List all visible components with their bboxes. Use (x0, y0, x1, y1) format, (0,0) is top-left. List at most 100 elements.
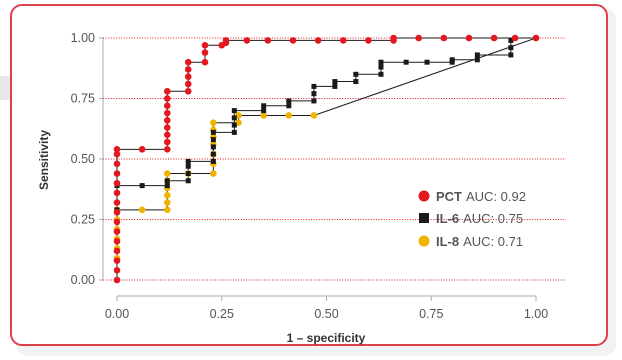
y-tick-label: 0.25 (71, 213, 95, 227)
data-point-pct (163, 124, 171, 131)
legend-marker-il-8 (418, 235, 430, 247)
data-point-il-8 (210, 119, 217, 126)
data-point-il-6 (139, 183, 145, 189)
data-point-il-6 (378, 64, 384, 70)
data-point-il-6 (508, 45, 514, 51)
data-point-pct (113, 276, 121, 284)
data-point-pct (113, 208, 121, 216)
data-point-il-8 (210, 170, 217, 177)
data-point-il-8 (138, 206, 146, 214)
data-point-pct (163, 146, 171, 153)
data-point-pct (163, 109, 171, 117)
data-point-pct (113, 199, 121, 206)
data-point-il-6 (231, 122, 237, 128)
data-point-il-8 (235, 112, 242, 119)
data-point-pct (289, 37, 297, 44)
y-tick-label: 0.75 (71, 92, 95, 106)
y-tick-label: 0.00 (71, 273, 95, 287)
data-point-pct (184, 66, 192, 73)
data-point-pct (113, 150, 121, 158)
data-point-pct (113, 189, 121, 197)
legend: PCT AUC: 0.92 IL-6 AUC: 0.75 IL-8 AUC: 0.71 (418, 189, 526, 249)
x-tick-label: 1.00 (524, 307, 548, 321)
data-point-pct (201, 58, 209, 66)
data-point-pct (490, 34, 498, 42)
data-point-il-6 (164, 178, 170, 184)
data-point-il-8 (285, 112, 293, 119)
series-layer (113, 34, 540, 284)
data-point-il-6 (185, 158, 191, 164)
data-point-il-6 (210, 129, 216, 135)
data-point-il-6 (210, 151, 216, 157)
data-point-il-8 (163, 199, 171, 206)
data-point-il-6 (185, 178, 191, 184)
data-point-pct (113, 247, 121, 255)
data-point-pct (113, 170, 121, 177)
data-point-pct (184, 58, 192, 66)
data-point-pct (113, 146, 121, 153)
data-point-il-8 (163, 192, 171, 199)
legend-label-il-8: IL-8 AUC: 0.71 (436, 234, 523, 249)
legend-auc-value: AUC: 0.75 (463, 211, 523, 226)
data-point-pct (465, 34, 473, 42)
data-point-pct (113, 218, 121, 226)
data-point-pct (184, 73, 192, 81)
data-point-pct (339, 37, 347, 44)
data-point-il-6 (311, 98, 317, 104)
data-point-il-6 (474, 57, 480, 63)
data-point-pct (113, 160, 121, 168)
data-point-pct (415, 34, 422, 42)
x-tick-label: 0.75 (419, 307, 443, 321)
data-point-il-6 (508, 52, 514, 58)
legend-label-pct: PCT AUC: 0.92 (436, 189, 526, 204)
data-point-pct (113, 237, 121, 245)
data-point-pct (184, 80, 192, 88)
data-point-pct (163, 116, 171, 124)
legend-series-name: IL-8 (436, 234, 459, 249)
data-point-il-6 (424, 59, 430, 65)
data-point-pct (138, 146, 146, 153)
legend-marker-pct (418, 190, 430, 202)
data-point-il-6 (210, 137, 216, 143)
data-point-il-6 (261, 108, 267, 114)
legend-label-il-6: IL-6 AUC: 0.75 (436, 211, 523, 226)
data-point-pct (184, 87, 192, 95)
data-point-pct (222, 37, 230, 44)
data-point-il-6 (261, 103, 267, 109)
data-point-pct (163, 138, 171, 146)
data-point-il-6 (378, 71, 384, 77)
x-tick-label: 0.00 (105, 307, 129, 321)
data-point-il-6 (403, 59, 409, 65)
data-point-pct (314, 37, 322, 44)
y-tick-label: 0.50 (71, 152, 95, 166)
y-axis-title: Sensitivity (37, 130, 51, 190)
data-point-il-8 (260, 112, 267, 119)
data-point-pct (201, 49, 209, 56)
x-tick-label: 0.25 (210, 307, 234, 321)
data-point-il-6 (286, 98, 292, 104)
x-tick-label: 0.50 (314, 307, 338, 321)
data-point-pct (113, 257, 121, 264)
data-point-il-6 (164, 183, 170, 189)
axes: 0.00 0.25 0.50 0.75 1.00 0.00 0.25 0.50 0.75 1.00 (71, 31, 549, 321)
legend-marker-il-6 (419, 213, 429, 223)
data-point-il-6 (231, 108, 237, 114)
chart-panel (10, 4, 608, 346)
data-point-pct (113, 267, 121, 274)
data-point-il-8 (310, 112, 318, 119)
data-point-il-6 (231, 115, 237, 121)
data-point-il-6 (210, 144, 216, 150)
data-point-pct (440, 34, 448, 42)
data-point-pct (113, 228, 121, 235)
data-point-il-6 (311, 83, 317, 89)
data-point-pct (113, 179, 121, 187)
data-point-pct (163, 87, 171, 95)
legend-series-name: IL-6 (436, 211, 459, 226)
data-point-pct (365, 37, 372, 44)
data-point-il-8 (163, 170, 171, 177)
data-point-pct (264, 37, 272, 44)
data-point-pct (201, 41, 209, 49)
data-point-pct (163, 95, 171, 102)
data-point-pct (511, 34, 519, 42)
